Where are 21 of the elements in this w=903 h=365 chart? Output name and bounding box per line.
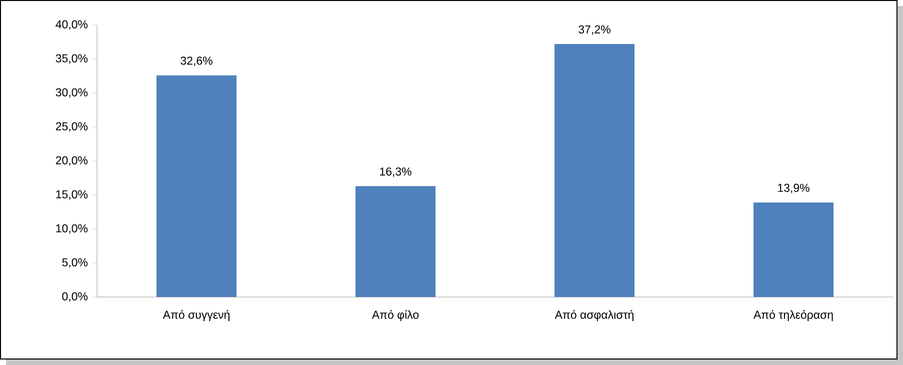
y-tick-label: 30,0% — [56, 88, 88, 98]
y-tick-label: 15,0% — [56, 190, 88, 200]
data-label: 37,2% — [578, 25, 610, 35]
x-tick-label: Από ασφαλιστή — [554, 310, 634, 322]
y-tick-label: 40,0% — [56, 20, 88, 30]
bar — [356, 186, 436, 297]
x-tick-label: Από φίλο — [372, 310, 419, 322]
x-tick-label: Από συγγενή — [162, 310, 230, 322]
x-tick-label: Από τηλεόραση — [753, 310, 833, 322]
y-tick-label: 20,0% — [56, 156, 88, 166]
y-tick-label: 25,0% — [56, 122, 88, 132]
data-label: 16,3% — [380, 167, 412, 177]
data-label: 32,6% — [180, 56, 212, 66]
bar — [554, 44, 635, 297]
y-tick-label: 0,0% — [62, 292, 88, 302]
y-tick-label: 35,0% — [56, 54, 88, 64]
bar — [754, 202, 834, 297]
y-tick-label: 5,0% — [62, 258, 88, 268]
bar — [156, 75, 237, 297]
y-tick-label: 10,0% — [56, 224, 88, 234]
data-label: 13,9% — [778, 184, 810, 194]
